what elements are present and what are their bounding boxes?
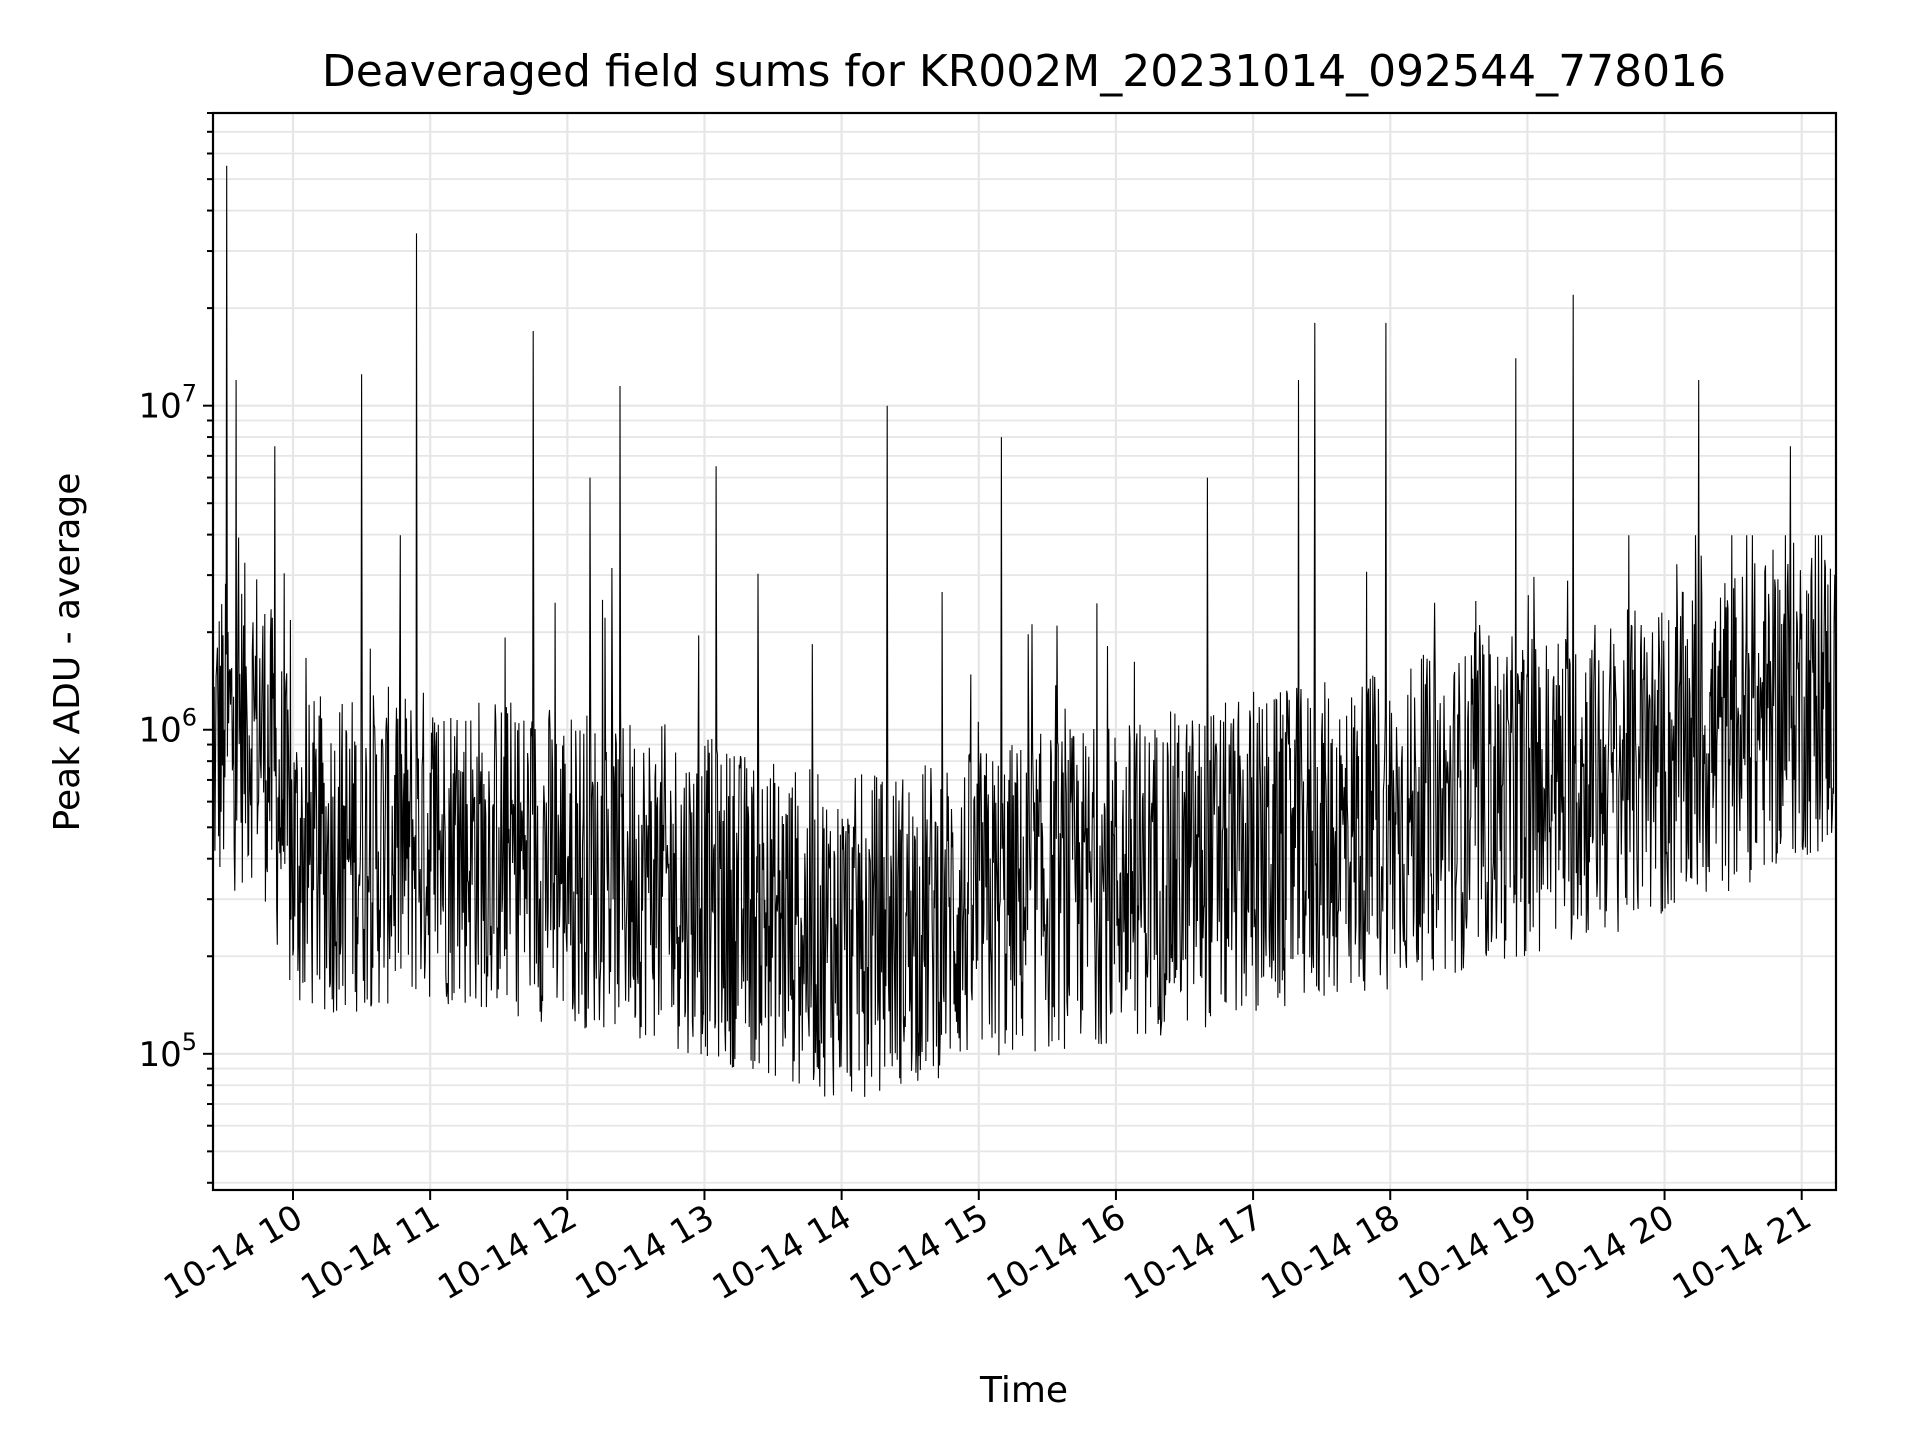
- x-tick-label: 10-14 11: [294, 1197, 446, 1308]
- x-tick-label: 10-14 13: [569, 1197, 721, 1308]
- series-layer: [212, 165, 1837, 1097]
- y-tick-label: 106: [138, 704, 197, 751]
- y-tick-label-base: 10: [138, 711, 181, 751]
- chart-title: Deaveraged field sums for KR002M_2023101…: [322, 46, 1726, 97]
- y-tick-label-base: 10: [138, 1035, 181, 1075]
- y-tick-label: 105: [138, 1028, 197, 1075]
- grid: [213, 112, 1836, 1190]
- y-tick-label-exponent: 7: [182, 380, 197, 408]
- x-tick-label: 10-14 19: [1392, 1197, 1544, 1308]
- y-tick-label-base: 10: [138, 387, 181, 427]
- x-tick-label: 10-14 21: [1666, 1197, 1818, 1308]
- x-tick-label: 10-14 12: [431, 1197, 583, 1308]
- x-axis-label: Time: [979, 1370, 1068, 1411]
- y-axis-label: Peak ADU - average: [47, 473, 88, 832]
- x-tick-label: 10-14 17: [1117, 1197, 1269, 1308]
- y-tick-label-exponent: 5: [182, 1028, 197, 1056]
- x-tick-label: 10-14 16: [980, 1197, 1132, 1308]
- x-tick-label: 10-14 10: [157, 1197, 309, 1308]
- plot-frame: [211, 111, 1838, 1192]
- y-tick-label-exponent: 6: [182, 704, 197, 732]
- x-tick-label: 10-14 18: [1254, 1197, 1406, 1308]
- x-tick-label: 10-14 20: [1529, 1197, 1681, 1308]
- x-tick-label: 10-14 14: [706, 1197, 858, 1308]
- series-line: [212, 165, 1837, 1097]
- x-tick-label: 10-14 15: [843, 1197, 995, 1308]
- y-tick-label: 107: [138, 380, 197, 427]
